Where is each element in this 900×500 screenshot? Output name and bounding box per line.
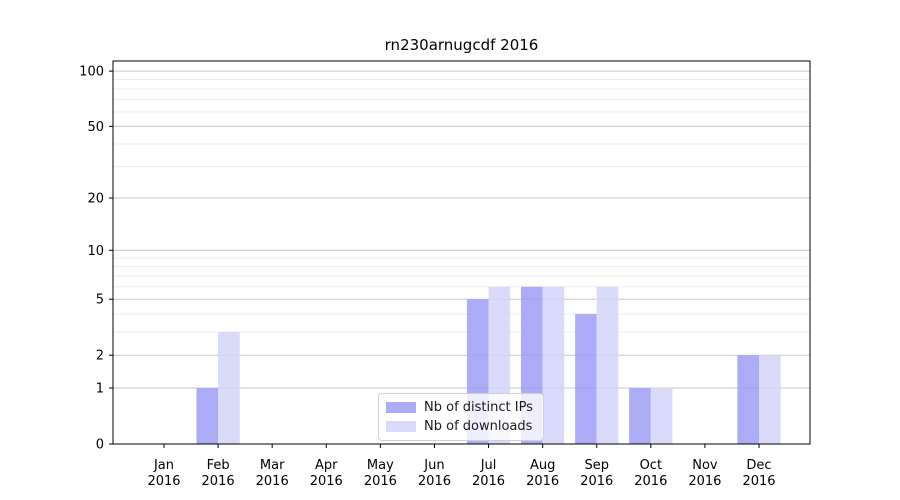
legend-item-distinct-ips: Nb of distinct IPs bbox=[386, 399, 533, 416]
bar-feb-distinct-ips bbox=[196, 387, 219, 444]
y-tick-label-100: 100 bbox=[79, 65, 104, 80]
x-tick-label-dec: Dec bbox=[746, 458, 771, 473]
x-tick-sublabel-jul: 2016 bbox=[472, 474, 505, 489]
axes-spines bbox=[112, 60, 811, 445]
x-tick-sublabel-oct: 2016 bbox=[634, 474, 667, 489]
x-tick-sublabel-nov: 2016 bbox=[688, 474, 721, 489]
y-tick-label-5: 5 bbox=[96, 293, 104, 308]
x-tick-label-sep: Sep bbox=[584, 458, 609, 473]
bar-dec-downloads bbox=[759, 355, 781, 444]
x-tick-label-jul: Jul bbox=[480, 458, 497, 473]
y-tick-label-50: 50 bbox=[87, 120, 104, 135]
x-tick-sublabel-feb: 2016 bbox=[202, 474, 235, 489]
legend: Nb of distinct IPs Nb of downloads bbox=[378, 393, 544, 441]
x-tick-sublabel-mar: 2016 bbox=[256, 474, 289, 489]
legend-label-distinct-ips: Nb of distinct IPs bbox=[424, 400, 533, 415]
bar-sep-downloads bbox=[596, 286, 619, 444]
bar-feb-downloads bbox=[218, 331, 240, 444]
x-tick-sublabel-dec: 2016 bbox=[742, 474, 775, 489]
y-tick-label-1: 1 bbox=[96, 381, 104, 396]
x-tick-sublabel-sep: 2016 bbox=[580, 474, 613, 489]
y-tick-label-0: 0 bbox=[96, 438, 104, 453]
x-tick-sublabel-jun: 2016 bbox=[418, 474, 451, 489]
y-tick-label-2: 2 bbox=[96, 349, 104, 364]
x-tick-label-mar: Mar bbox=[260, 458, 285, 473]
x-tick-label-apr: Apr bbox=[315, 458, 338, 473]
x-tick-sublabel-jan: 2016 bbox=[147, 474, 180, 489]
bar-oct-downloads bbox=[650, 387, 673, 444]
bar-aug-downloads bbox=[542, 286, 565, 444]
legend-swatch-downloads bbox=[386, 421, 416, 432]
x-tick-label-jun: Jun bbox=[423, 458, 444, 473]
bar-dec-distinct-ips bbox=[737, 355, 759, 444]
x-tick-label-jan: Jan bbox=[153, 458, 174, 473]
legend-swatch-distinct-ips bbox=[386, 402, 416, 413]
y-tick-label-10: 10 bbox=[87, 244, 104, 259]
x-tick-label-nov: Nov bbox=[692, 458, 718, 473]
legend-label-downloads: Nb of downloads bbox=[424, 419, 533, 434]
x-tick-sublabel-apr: 2016 bbox=[310, 474, 343, 489]
x-tick-sublabel-may: 2016 bbox=[364, 474, 397, 489]
bar-oct-distinct-ips bbox=[629, 387, 651, 444]
x-tick-label-oct: Oct bbox=[640, 458, 662, 473]
x-tick-sublabel-aug: 2016 bbox=[526, 474, 559, 489]
x-tick-label-aug: Aug bbox=[530, 458, 555, 473]
x-tick-label-feb: Feb bbox=[207, 458, 230, 473]
x-tick-label-may: May bbox=[367, 458, 394, 473]
chart-title: rn230arnugcdf 2016 bbox=[384, 36, 539, 54]
bar-sep-distinct-ips bbox=[575, 313, 597, 444]
y-tick-label-20: 20 bbox=[87, 192, 104, 207]
legend-item-downloads: Nb of downloads bbox=[386, 418, 533, 435]
